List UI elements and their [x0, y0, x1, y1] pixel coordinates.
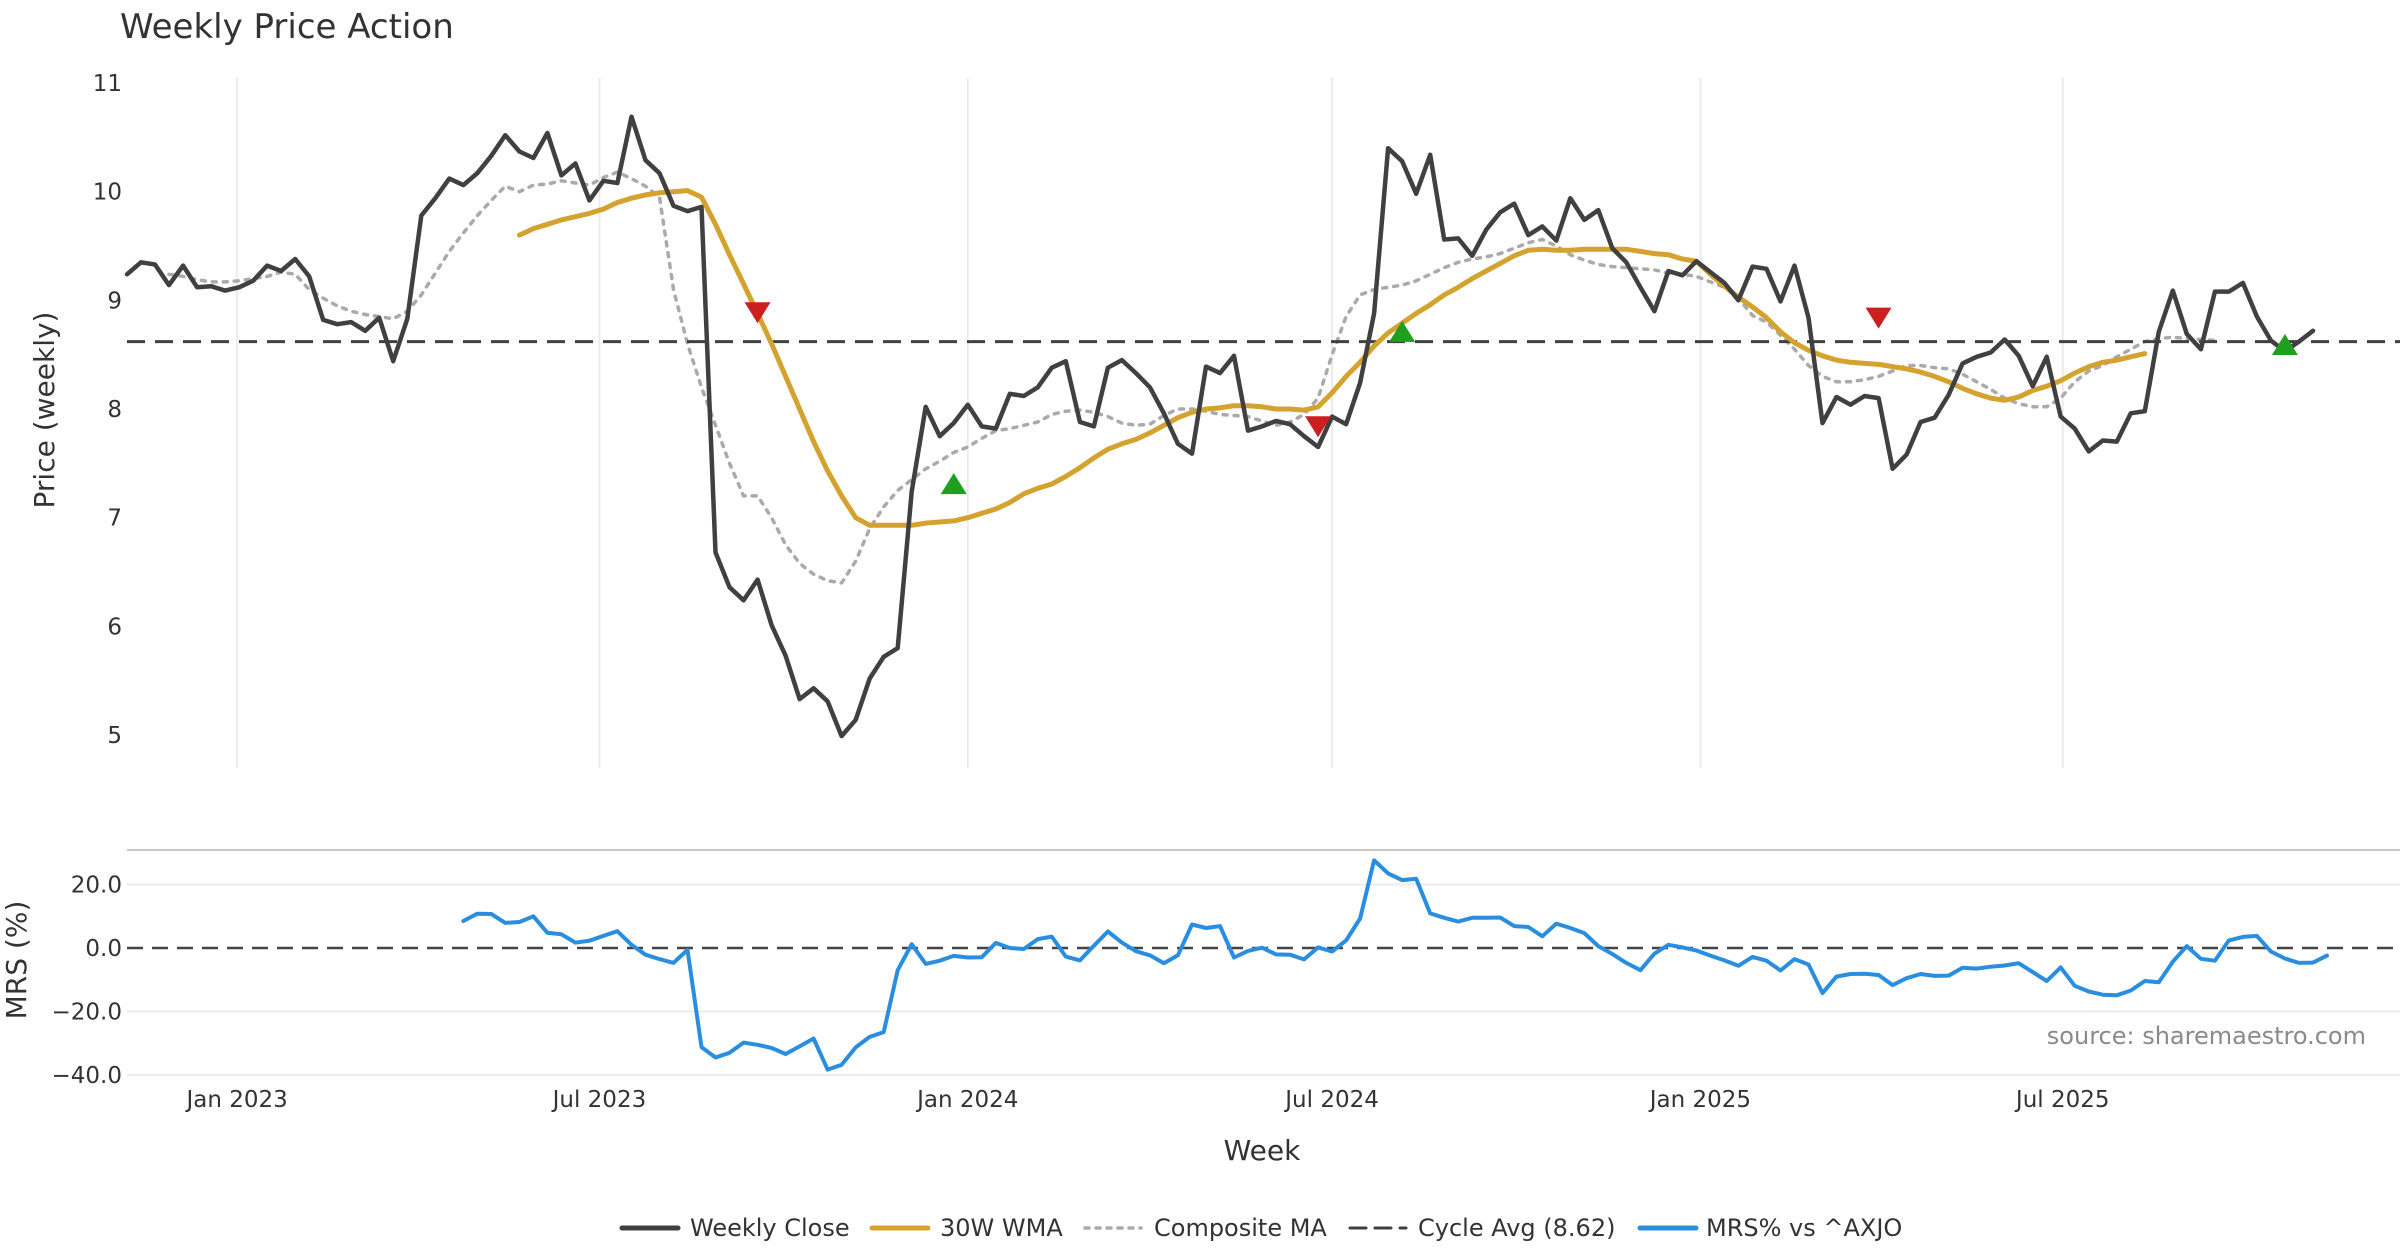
price-y-tick: 8	[107, 397, 122, 423]
chart-title: Weekly Price Action	[120, 7, 454, 47]
legend-label: 30W WMA	[940, 1214, 1063, 1242]
legend-label: Weekly Close	[690, 1214, 850, 1242]
buy-signal-marker	[1389, 320, 1416, 342]
legend-label: MRS% vs ^AXJO	[1706, 1214, 1902, 1242]
price-y-tick: 5	[107, 723, 122, 749]
sell-signal-marker	[744, 302, 771, 324]
x-tick-label: Jul 2023	[551, 1087, 647, 1113]
mrs-y-tick: 0.0	[85, 936, 122, 962]
x-tick-label: Jan 2024	[915, 1087, 1018, 1113]
price-y-tick: 9	[107, 288, 122, 314]
sell-signal-marker	[1305, 416, 1332, 438]
weekly-close-line	[124, 114, 2316, 739]
x-tick-label: Jan 2023	[184, 1087, 287, 1113]
legend-label: Composite MA	[1154, 1214, 1327, 1242]
wma-30w-line	[516, 188, 2148, 528]
price-axis-label: Price (weekly)	[28, 312, 61, 509]
source-note: source: sharemaestro.com	[2047, 1022, 2366, 1050]
mrs-y-tick: 20.0	[71, 873, 122, 899]
buy-signal-marker	[2271, 333, 2298, 355]
mrs-line	[461, 858, 2329, 1072]
x-tick-label: Jan 2025	[1648, 1087, 1751, 1113]
price-y-tick: 10	[93, 180, 122, 206]
buy-signal-marker	[940, 473, 967, 495]
price-y-tick: 11	[93, 71, 122, 97]
x-tick-label: Jul 2024	[1283, 1087, 1379, 1113]
sell-signal-marker	[1865, 307, 1892, 329]
x-axis-label: Week	[1224, 1134, 1301, 1167]
composite-ma-line	[167, 170, 2217, 585]
legend-label: Cycle Avg (8.62)	[1418, 1214, 1615, 1242]
price-y-tick: 7	[107, 506, 122, 532]
x-tick-label: Jul 2025	[2014, 1087, 2110, 1113]
price-y-tick: 6	[107, 614, 122, 640]
mrs-y-tick: −20.0	[52, 1000, 122, 1026]
legend: Weekly Close 30W WMA Composite MA Cycle Avg…	[619, 1214, 1902, 1242]
mrs-axis-label: MRS (%)	[0, 901, 33, 1020]
mrs-y-tick: −40.0	[52, 1063, 122, 1089]
